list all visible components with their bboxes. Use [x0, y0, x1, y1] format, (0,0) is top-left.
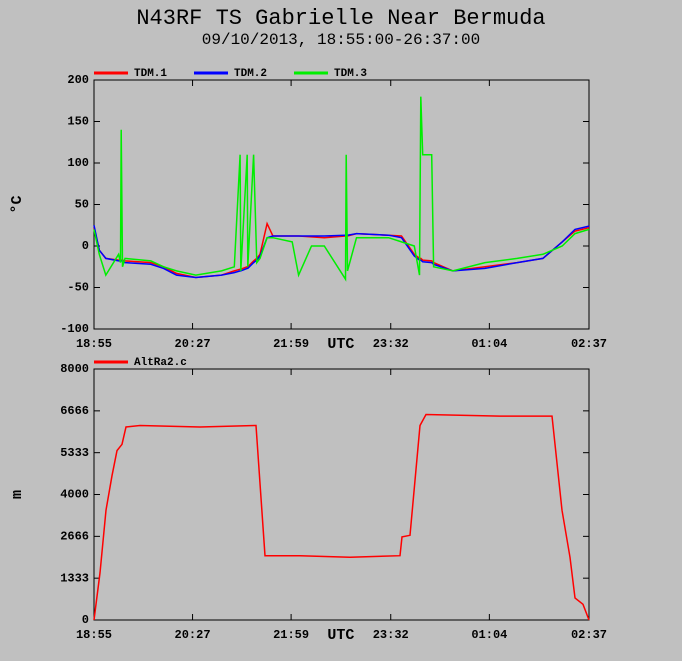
- x-tick-label: 02:37: [571, 628, 607, 642]
- legend-label: TDM.2: [234, 68, 267, 80]
- chart-title: N43RF TS Gabrielle Near Bermuda: [136, 6, 545, 31]
- x-axis-label: UTC: [327, 336, 354, 353]
- data-line: [93, 225, 590, 279]
- x-tick-label: 21:59: [273, 337, 309, 351]
- y-tick-label: 200: [67, 73, 89, 87]
- y-tick-label: 4000: [60, 488, 89, 502]
- y-tick-label: 0: [82, 239, 89, 253]
- y-axis-label: m: [9, 490, 26, 499]
- y-tick-label: -50: [67, 281, 89, 295]
- y-tick-label: 2666: [60, 530, 89, 544]
- x-tick-label: 20:27: [175, 337, 211, 351]
- x-tick-label: 01:04: [471, 337, 507, 351]
- legend-label: AltRa2.c: [134, 357, 187, 369]
- y-tick-label: 50: [75, 198, 89, 212]
- x-tick-label: 18:55: [76, 628, 112, 642]
- y-tick-label: 5333: [60, 446, 89, 460]
- y-tick-label: 6666: [60, 404, 89, 418]
- legend-label: TDM.1: [134, 68, 167, 80]
- x-tick-label: 23:32: [373, 628, 409, 642]
- x-axis-label: UTC: [327, 627, 354, 644]
- y-tick-label: -100: [60, 322, 89, 336]
- y-axis-label: °C: [9, 195, 26, 213]
- y-tick-label: 150: [67, 115, 89, 129]
- x-tick-label: 21:59: [273, 628, 309, 642]
- chart-subtitle: 09/10/2013, 18:55:00-26:37:00: [202, 31, 480, 49]
- legend-label: TDM.3: [334, 68, 367, 80]
- y-tick-label: 1333: [60, 571, 89, 585]
- y-tick-label: 100: [67, 156, 89, 170]
- x-tick-label: 18:55: [76, 337, 112, 351]
- x-tick-label: 02:37: [571, 337, 607, 351]
- y-tick-label: 0: [82, 613, 89, 627]
- x-tick-label: 01:04: [471, 628, 507, 642]
- x-tick-label: 20:27: [175, 628, 211, 642]
- data-line: [93, 96, 590, 282]
- x-tick-label: 23:32: [373, 337, 409, 351]
- y-tick-label: 8000: [60, 362, 89, 376]
- data-line: [93, 413, 590, 621]
